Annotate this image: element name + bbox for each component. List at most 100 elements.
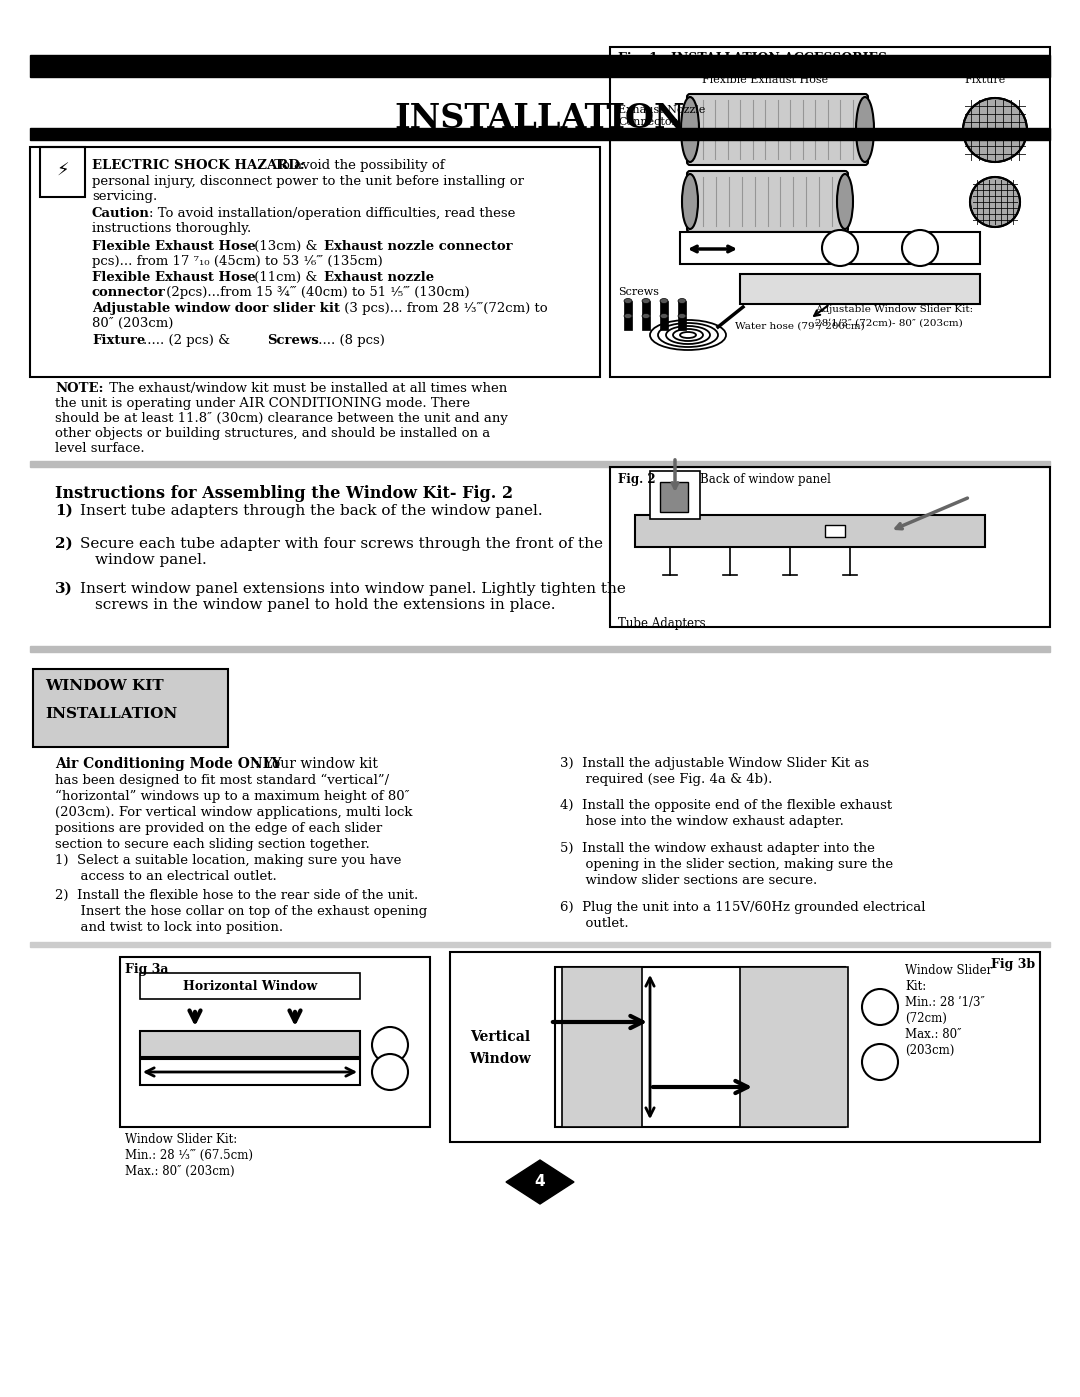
Text: Min.: 28 ʹ1/3″: Min.: 28 ʹ1/3″: [905, 996, 985, 1009]
Text: 5)  Install the window exhaust adapter into the: 5) Install the window exhaust adapter in…: [561, 842, 875, 855]
Bar: [562, 967, 642, 1127]
Ellipse shape: [642, 299, 650, 303]
Text: Fig 3b: Fig 3b: [990, 958, 1035, 971]
Ellipse shape: [681, 175, 698, 229]
Text: Max.: 80″: Max.: 80″: [905, 1028, 961, 1041]
Circle shape: [970, 177, 1020, 226]
Ellipse shape: [660, 313, 669, 319]
Text: Instructions for Assembling the Window Kit- Fig. 2: Instructions for Assembling the Window K…: [55, 485, 513, 502]
Ellipse shape: [678, 299, 686, 303]
Text: (203cm). For vertical window applications, multi lock: (203cm). For vertical window application…: [55, 806, 413, 819]
Text: Fig. 1   INSTALLATION ACCESSORIES: Fig. 1 INSTALLATION ACCESSORIES: [618, 52, 887, 66]
Circle shape: [862, 1044, 897, 1080]
Text: the unit is operating under AIR CONDITIONING mode. There: the unit is operating under AIR CONDITIO…: [55, 397, 470, 409]
Text: Exhaust nozzle connector: Exhaust nozzle connector: [324, 240, 513, 253]
Ellipse shape: [837, 175, 853, 229]
Bar: [650, 471, 700, 520]
Text: Flexible Exhaust Hose: Flexible Exhaust Hose: [702, 75, 828, 85]
Bar: [30, 645, 1050, 652]
Bar: [825, 525, 845, 536]
Text: The exhaust/window kit must be installed at all times when: The exhaust/window kit must be installed…: [105, 381, 508, 395]
Bar: [450, 951, 1040, 1141]
Bar: [30, 54, 1050, 77]
Text: Max.: 80″ (203cm): Max.: 80″ (203cm): [125, 1165, 234, 1178]
Text: (203cm): (203cm): [905, 1044, 955, 1058]
Text: section to secure each sliding section together.: section to secure each sliding section t…: [55, 838, 369, 851]
Text: Flexible Exhaust Hose: Flexible Exhaust Hose: [92, 271, 256, 284]
Ellipse shape: [856, 96, 874, 162]
Text: should be at least 11.8″ (30cm) clearance between the unit and any: should be at least 11.8″ (30cm) clearanc…: [55, 412, 508, 425]
Text: outlet.: outlet.: [561, 916, 629, 930]
Text: 6)  Plug the unit into a 115V/60Hz grounded electrical: 6) Plug the unit into a 115V/60Hz ground…: [561, 901, 926, 914]
Ellipse shape: [642, 313, 650, 319]
Text: Secure each tube adapter with four screws through the front of the: Secure each tube adapter with four screw…: [80, 536, 603, 550]
FancyBboxPatch shape: [687, 94, 868, 165]
Text: Connector: Connector: [618, 117, 677, 127]
Ellipse shape: [678, 313, 686, 319]
Text: (72cm): (72cm): [905, 1011, 947, 1025]
Text: 3): 3): [55, 583, 72, 597]
Text: access to an electrical outlet.: access to an electrical outlet.: [55, 870, 276, 883]
Text: Insert tube adapters through the back of the window panel.: Insert tube adapters through the back of…: [80, 504, 542, 518]
Text: 1): 1): [55, 504, 72, 518]
Text: window slider sections are secure.: window slider sections are secure.: [561, 875, 818, 887]
Text: hose into the window exhaust adapter.: hose into the window exhaust adapter.: [561, 814, 843, 828]
Circle shape: [372, 1053, 408, 1090]
Circle shape: [902, 231, 939, 265]
Text: ⚡: ⚡: [56, 162, 69, 180]
Text: 4)  Install the opposite end of the flexible exhaust: 4) Install the opposite end of the flexi…: [561, 799, 892, 812]
Text: ..... (8 pcs): ..... (8 pcs): [314, 334, 384, 346]
Text: and twist to lock into position.: and twist to lock into position.: [55, 921, 283, 935]
Bar: [555, 967, 845, 1127]
Text: “horizontal” windows up to a maximum height of 80″: “horizontal” windows up to a maximum hei…: [55, 789, 409, 803]
Text: Fixture: Fixture: [964, 75, 1005, 85]
Text: Min.: 28 ¹⁄₃‴ (67.5cm): Min.: 28 ¹⁄₃‴ (67.5cm): [125, 1148, 253, 1162]
Circle shape: [822, 231, 858, 265]
Ellipse shape: [624, 313, 632, 319]
Bar: [740, 967, 848, 1127]
Bar: [660, 316, 669, 330]
Bar: [642, 316, 650, 330]
Text: other objects or building structures, and should be installed on a: other objects or building structures, an…: [55, 427, 490, 440]
Text: INSTALLATION: INSTALLATION: [394, 102, 686, 136]
Text: Air Conditioning Mode ONLY: Air Conditioning Mode ONLY: [55, 757, 282, 771]
FancyBboxPatch shape: [687, 170, 848, 232]
Bar: [678, 300, 686, 314]
Bar: [660, 300, 669, 314]
Text: Window: Window: [469, 1052, 531, 1066]
Ellipse shape: [660, 299, 669, 303]
Text: Adjustable Window Slider Kit:: Adjustable Window Slider Kit:: [815, 305, 973, 314]
Text: instructions thoroughly.: instructions thoroughly.: [92, 222, 252, 235]
Text: 3)  Install the adjustable Window Slider Kit as: 3) Install the adjustable Window Slider …: [561, 757, 869, 770]
Text: connector: connector: [92, 286, 166, 299]
Text: pcs)... from 17 ⁷₁₀ (45cm) to 53 ¹⁄₆‴ (135cm): pcs)... from 17 ⁷₁₀ (45cm) to 53 ¹⁄₆‴ (1…: [92, 256, 382, 268]
Text: ELECTRIC SHOCK HAZARD:: ELECTRIC SHOCK HAZARD:: [92, 159, 305, 172]
Text: Screws: Screws: [267, 334, 319, 346]
Bar: [660, 482, 688, 511]
Ellipse shape: [681, 96, 699, 162]
Bar: [33, 669, 228, 747]
Text: 80″ (203cm): 80″ (203cm): [92, 317, 174, 330]
Text: required (see Fig. 4a & 4b).: required (see Fig. 4a & 4b).: [561, 773, 772, 787]
Text: servicing.: servicing.: [92, 190, 158, 203]
Text: WINDOW KIT: WINDOW KIT: [45, 679, 164, 693]
Bar: [120, 957, 430, 1127]
Bar: [30, 129, 1050, 140]
Text: 2): 2): [55, 536, 72, 550]
Text: Adjustable window door slider kit: Adjustable window door slider kit: [92, 302, 340, 314]
Bar: [610, 47, 1050, 377]
Text: Insert the hose collar on top of the exhaust opening: Insert the hose collar on top of the exh…: [55, 905, 428, 918]
Text: Insert window panel extensions into window panel. Lightly tighten the: Insert window panel extensions into wind…: [80, 583, 626, 597]
Text: NOTE:: NOTE:: [55, 381, 104, 395]
Bar: [624, 300, 632, 314]
Text: Exhaust Nozzle: Exhaust Nozzle: [618, 105, 705, 115]
Text: Water hose (79″/ 200cm): Water hose (79″/ 200cm): [735, 321, 865, 331]
Text: Kit:: Kit:: [905, 981, 927, 993]
Bar: [610, 467, 1050, 627]
Text: 2)  Install the flexible hose to the rear side of the unit.: 2) Install the flexible hose to the rear…: [55, 888, 418, 902]
Text: Fig. 2: Fig. 2: [618, 474, 656, 486]
Text: To avoid the possibility of: To avoid the possibility of: [270, 159, 445, 172]
Bar: [140, 972, 360, 999]
Text: Window Slider: Window Slider: [905, 964, 993, 977]
Text: (3 pcs)... from 28 ¹⁄₃‴(72cm) to: (3 pcs)... from 28 ¹⁄₃‴(72cm) to: [340, 302, 548, 314]
